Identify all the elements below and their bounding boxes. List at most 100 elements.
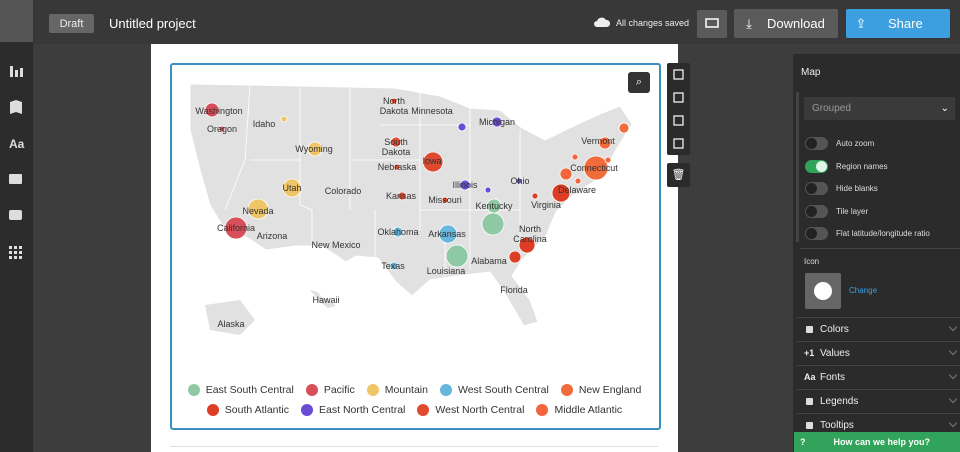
region-label: New Mexico [311,240,361,250]
toggle-switch[interactable] [805,137,828,150]
legend-label: East North Central [319,404,406,416]
legend-label: West South Central [457,384,549,396]
bubble[interactable] [247,198,269,220]
bubble[interactable] [484,186,492,194]
bubble[interactable] [574,177,582,185]
section-row[interactable]: Legends [797,389,960,413]
bubble[interactable] [441,196,449,204]
chart-icon[interactable] [10,66,13,77]
section-row[interactable]: +1 Values [797,341,960,365]
legend-item[interactable]: Pacific [305,384,355,396]
map-frame[interactable] [170,63,661,430]
bubble[interactable] [438,224,458,244]
bubble[interactable] [551,183,571,203]
section-label: Legends [820,396,859,407]
legend-item[interactable]: South Atlantic [206,404,290,416]
bubble[interactable] [390,97,398,105]
legend-item[interactable]: East South Central [187,384,294,396]
legend-item[interactable]: Middle Atlantic [536,404,622,416]
bubble[interactable] [598,136,612,150]
bubble[interactable] [307,141,323,157]
toggle-switch[interactable] [805,227,828,240]
bubble[interactable] [491,116,503,128]
map-icon[interactable] [10,100,22,114]
bubble[interactable] [604,156,612,164]
grid-tool[interactable] [673,69,684,80]
region-label: Idaho [252,119,276,129]
toggle-knob [806,205,817,217]
bubble[interactable] [459,179,471,191]
bubble[interactable] [282,178,302,198]
bubble[interactable] [392,226,404,238]
bubble[interactable] [618,122,630,134]
monitor-icon [705,18,719,28]
bubble[interactable] [224,216,248,240]
bubble[interactable] [559,167,573,181]
legend-swatch [206,404,219,416]
section-row[interactable]: Aa Fonts [797,365,960,389]
logo[interactable] [0,0,33,42]
bubble[interactable] [457,122,467,132]
legend-item[interactable]: West North Central [417,404,524,416]
bubble[interactable] [583,155,609,181]
bubble[interactable] [389,261,399,271]
project-name[interactable]: Untitled project [109,16,196,31]
section-chevron [948,394,958,404]
bubble[interactable] [422,151,444,173]
icon-circle [814,282,832,300]
region-label: Louisiana [426,266,466,276]
toggle-switch[interactable] [805,204,828,218]
delete-toolbar[interactable]: 🗑 [667,163,690,187]
region-label: Vermont [581,136,615,146]
bubble[interactable] [390,136,402,148]
bubble[interactable] [518,236,536,254]
image-icon[interactable] [9,174,22,184]
bubble[interactable] [393,163,401,171]
device-toggle[interactable] [697,10,727,38]
grid-icon[interactable] [9,246,22,259]
toolbar-icons [673,69,684,149]
toggle-label: Tile layer [836,206,869,216]
bubble[interactable] [218,125,226,133]
section-label: Tooltips [820,420,854,431]
copy-tool[interactable] [673,138,684,149]
toggle-knob [806,138,817,149]
share-button[interactable]: ⇪ Share [846,9,950,38]
bubbles [204,97,630,271]
bubble[interactable] [397,191,407,201]
legend-item[interactable]: Mountain [366,384,428,396]
draft-badge[interactable]: Draft [49,14,94,33]
grouping-select[interactable]: Grouped ⌄ [804,97,955,120]
bubble[interactable] [531,192,539,200]
bubble[interactable] [508,250,522,264]
legend-swatch [560,384,573,396]
help-bar[interactable]: ? How can we help you? [794,432,960,452]
section-row[interactable]: Tooltips [797,413,960,437]
bubble[interactable] [445,244,469,268]
bubble[interactable] [515,177,523,185]
split-tool[interactable] [673,92,684,103]
toggle-switch[interactable] [805,182,828,195]
icon-preview[interactable] [805,273,841,309]
legend-item[interactable]: New England [560,384,641,396]
bubble[interactable] [481,212,505,236]
legend-item[interactable]: East North Central [301,404,405,416]
bubble[interactable] [204,102,220,118]
download-button[interactable]: ⤓ Download [734,9,838,38]
region-label: Florida [500,285,528,295]
fonts-icon[interactable]: Aa [9,137,25,151]
zoom-button[interactable]: ⌕ [628,72,650,93]
toggle-switch[interactable] [805,159,828,173]
icon-label: Icon [804,257,820,266]
video-icon[interactable] [9,210,22,220]
export-tool[interactable] [673,115,684,126]
bubble[interactable] [280,115,288,123]
bubble[interactable] [571,153,579,161]
region-label: Connecticut [570,163,618,173]
toggle-knob [816,160,827,172]
legend-label: South Atlantic [224,404,290,416]
change-link[interactable]: Change [849,286,878,295]
map [189,83,633,335]
section-row[interactable]: Colors [797,317,960,341]
legend-item[interactable]: West South Central [439,384,549,396]
